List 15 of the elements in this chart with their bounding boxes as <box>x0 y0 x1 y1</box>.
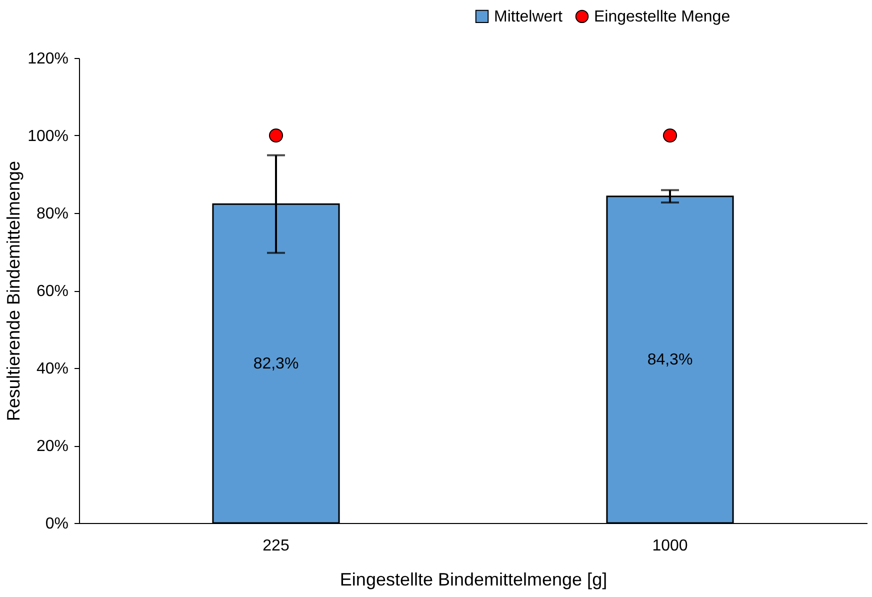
y-axis-title: Resultierende Bindemittelmenge <box>4 160 24 422</box>
y-tick-label: 120% <box>28 50 68 68</box>
legend-label: Eingestellte Menge <box>594 8 730 26</box>
y-tick-label: 40% <box>36 360 68 378</box>
x-axis-title: Eingestellte Bindemittelmenge [g] <box>340 570 608 590</box>
y-tick-label: 20% <box>36 438 68 455</box>
y-tick-label: 80% <box>36 206 68 222</box>
y-tick-label: 60% <box>36 283 68 300</box>
legend-label: Mittelwert <box>494 8 564 26</box>
y-tick-label: 0% <box>45 516 68 532</box>
y-tick-label: 100% <box>28 128 68 145</box>
data-label: 84,3% <box>647 352 693 369</box>
x-tick-label: 1000 <box>652 538 688 554</box>
x-tick-label: 225 <box>262 538 290 554</box>
data-label: 82,3% <box>253 356 299 373</box>
